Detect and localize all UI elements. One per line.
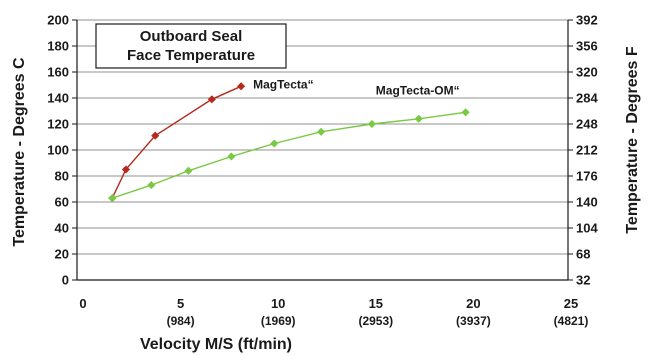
y-tick-label: 0 <box>62 273 69 288</box>
series-line <box>111 85 242 199</box>
y-axis-right-title: Temperature - Degrees F <box>624 46 641 234</box>
y-tick-label: 80 <box>55 169 69 184</box>
x-axis-title: Velocity M/S (ft/min) <box>140 336 292 353</box>
x-tick-label: 10 <box>271 296 285 311</box>
data-point <box>184 166 193 175</box>
y-tick-label: 40 <box>55 221 69 236</box>
y2-tick-label: 248 <box>576 117 598 132</box>
y2-tick-label: 212 <box>576 143 598 158</box>
chart-title-line-1: Outboard Seal <box>140 28 243 45</box>
y-tick-label: 60 <box>55 195 69 210</box>
x-tick-label: 0 <box>79 296 86 311</box>
data-point <box>414 114 423 123</box>
series-label: MagTecta“ <box>253 77 313 91</box>
x-tick-sublabel: (4821) <box>554 314 589 328</box>
data-point <box>121 165 131 174</box>
series-layer: MagTecta“ MagTecta-OM“ <box>108 77 470 203</box>
series-line <box>112 111 466 199</box>
chart-title-box: Outboard Seal Face Temperature <box>95 23 287 69</box>
chart-title-line-2: Face Temperature <box>127 47 255 64</box>
y-tick-label: 100 <box>47 143 69 158</box>
y-tick-label: 180 <box>47 39 69 54</box>
data-point <box>147 180 156 190</box>
x-tick-label: 20 <box>466 296 480 311</box>
y-axis-right-ticks: 32 68 104 140 176 212 248 284 320 356 392 <box>568 13 598 288</box>
y-tick-label: 20 <box>55 247 69 262</box>
x-axis-ticks: 0 5 (984) 10 (1969) 15 (2953) 20 (3937) 25 (4821) <box>79 296 588 328</box>
chart-title-frame <box>95 23 287 69</box>
data-point <box>461 108 470 117</box>
y2-tick-label: 356 <box>576 39 598 54</box>
data-point <box>207 95 216 104</box>
data-point <box>270 139 279 148</box>
series-2: MagTecta-OM“ <box>108 83 470 203</box>
x-tick-sublabel: (3937) <box>456 314 491 328</box>
y2-tick-label: 32 <box>576 273 590 288</box>
data-point <box>227 152 236 161</box>
data-point <box>108 193 117 203</box>
x-tick-label: 15 <box>369 296 383 311</box>
y-tick-label: 200 <box>47 13 69 28</box>
data-point <box>367 119 377 129</box>
y2-tick-label: 140 <box>576 195 598 210</box>
series-label: MagTecta-OM“ <box>376 83 460 97</box>
x-tick-sublabel: (1969) <box>261 314 296 328</box>
y2-tick-label: 284 <box>576 91 598 106</box>
y-tick-label: 160 <box>47 65 69 80</box>
x-tick-label: 25 <box>564 296 578 311</box>
series-1: MagTecta“ <box>108 77 314 203</box>
data-point <box>236 82 246 91</box>
y2-tick-label: 392 <box>576 13 598 28</box>
x-tick-label: 5 <box>177 296 184 311</box>
data-point <box>151 131 160 140</box>
grid-lines <box>77 19 568 255</box>
y-axis-left-ticks: 0 20 40 60 80 100 120 140 160 180 200 <box>47 13 77 288</box>
y2-tick-label: 176 <box>576 169 598 184</box>
y2-tick-label: 68 <box>576 247 590 262</box>
y-tick-label: 140 <box>47 91 69 106</box>
y2-tick-label: 320 <box>576 65 598 80</box>
y-tick-label: 120 <box>47 117 69 132</box>
y2-tick-label: 104 <box>576 221 598 236</box>
y-axis-left-title: Temperature - Degrees C <box>11 57 28 247</box>
x-tick-sublabel: (2953) <box>358 314 393 328</box>
data-point <box>316 127 326 136</box>
x-tick-sublabel: (984) <box>167 314 195 328</box>
